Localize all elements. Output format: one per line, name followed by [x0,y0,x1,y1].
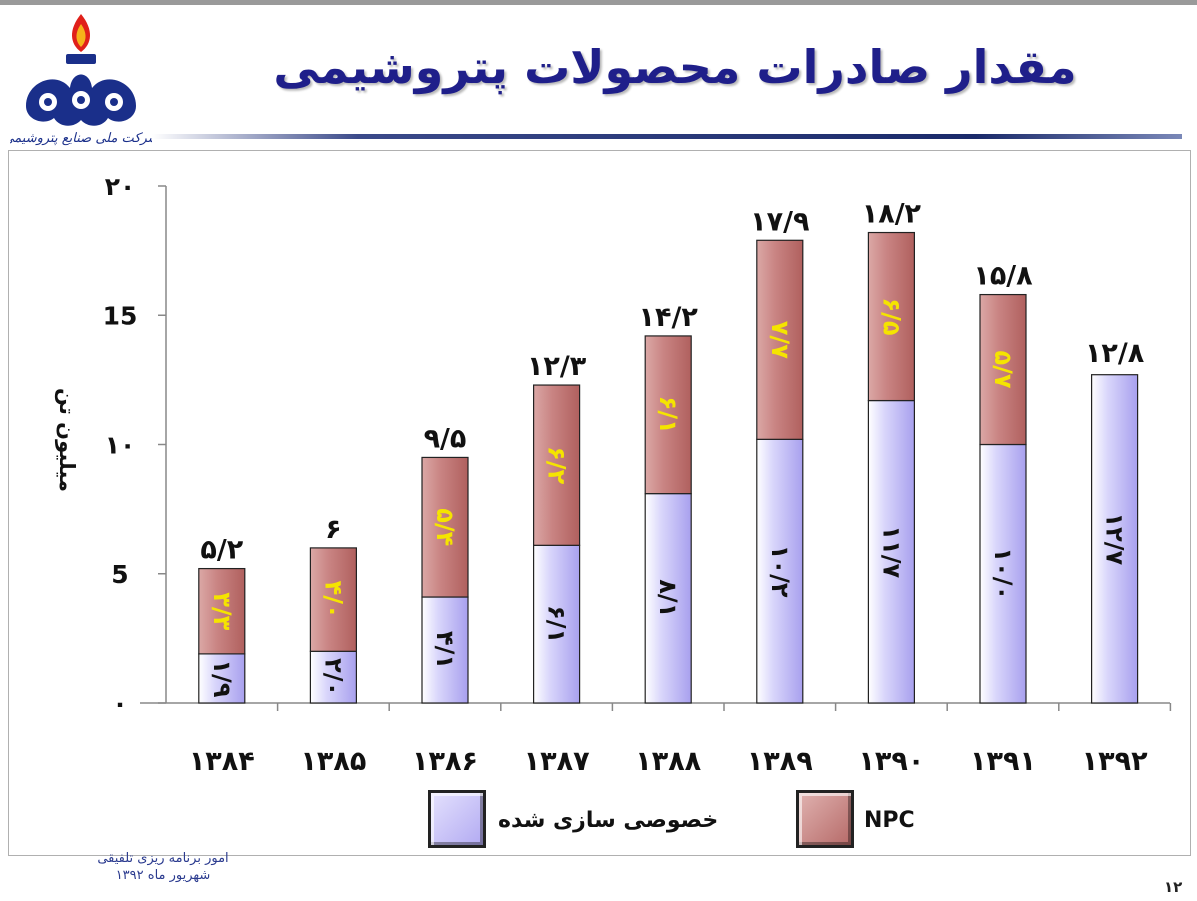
bar-private [867,399,916,704]
page-number: ۱۲ [1164,878,1183,896]
x-tick-label: ۱۳۸۴ [189,746,255,777]
legend-label-private: خصوصی سازی شده [498,808,719,833]
bar-npc-label: ۶/۱ [654,396,682,434]
x-tick-label: ۱۳۹۰ [858,746,924,777]
bar-private-label: ۱۲/۷ [1101,512,1129,565]
bar-total-label: ۱۷/۹ [750,206,809,237]
bar-private [309,650,357,704]
bar-npc-label: ۶/۵ [877,298,905,336]
x-tick-label: ۱۳۸۶ [412,746,478,777]
bar-private [756,438,804,704]
footer-line-2: شهریور ماه ۱۳۹۲ [115,868,211,883]
bars: ۱/۹ ۳/۳ ۵/۲ ۲/۰ ۴/۰ ۶ ۴/۱ ۵/۴ ۹/۵ ۶/۱ ۶/۲ ۱۲/۳ ۸/۱ ۶/… [198,199,1145,704]
top-border [0,0,1197,5]
bar-npc [644,335,692,495]
x-tick-label: ۱۳۸۹ [747,746,813,777]
bar-npc-label: ۵/۴ [431,508,459,546]
bar-total-label: ۶ [325,514,341,545]
bar-total-label: ۱۵/۸ [973,261,1033,292]
y-axis-label: میلیون تن [55,388,79,492]
bar-npc [867,231,916,402]
bar-private-label: ۱۰/۲ [766,545,794,598]
bar-npc [421,456,469,598]
footer-line-1: امور برنامه ریزی تلفیقی [97,851,229,866]
title-underline [152,134,1182,139]
y-tick-label: ۲۰ [105,172,136,201]
bar-private [644,493,692,704]
bar-npc [979,293,1027,446]
bar-npc-label: ۳/۳ [208,592,236,630]
legend-swatch-npc [796,790,854,848]
bar-private-label: ۶/۱ [543,605,571,643]
bar-npc-label: ۵/۷ [989,351,1017,389]
company-logo: شرکت ملی صنایع پتروشیمی [10,14,152,146]
x-tick-label: ۱۳۸۸ [635,746,701,777]
bar-private [198,653,246,704]
bar-private-label: ۱۰/۰ [989,547,1017,600]
bar-total-label: ۱۲/۸ [1085,338,1145,369]
legend-item-npc: NPC [796,790,946,848]
bar-npc-label: ۷/۷ [766,321,794,359]
bar-private-label: ۱/۹ [208,659,236,697]
y-ticks: ۰ 5 ۱۰ 15 ۲۰ [103,172,166,718]
bar-private-label: ۴/۱ [431,631,459,669]
bar-total-label: ۱۸/۲ [862,199,922,230]
chart-frame [8,150,1191,856]
bar-npc [309,547,357,652]
bar-private [1090,374,1139,704]
bar-npc [532,384,581,546]
bar-total-label: ۵/۲ [200,535,243,566]
x-tick-label: ۱۳۹۱ [970,746,1036,777]
x-tick-label: ۱۳۸۷ [524,746,590,777]
y-tick-label: 5 [111,560,128,589]
slide-title: مقدار صادرات محصولات پتروشیمی [273,40,1077,94]
x-ticks: ۱۳۸۴ ۱۳۸۵ ۱۳۸۶ ۱۳۸۷ ۱۳۸۸ ۱۳۸۹ ۱۳۹۰ ۱۳۹۱ ۱۳۹۲ [189,703,1172,777]
legend-label-npc: NPC [864,808,915,833]
bar-private-label: ۸/۱ [654,579,682,617]
bar-private [421,596,469,704]
x-tick-label: ۱۳۸۵ [300,746,366,777]
bar-npc-label: ۶/۲ [543,446,571,484]
bar-private-label: ۲/۰ [319,658,347,696]
logo-caption: شرکت ملی صنایع پتروشیمی [10,131,152,146]
bar-total-label: ۱۲/۳ [527,351,587,382]
y-tick-label: ۰ [112,689,127,718]
y-tick-label: ۱۰ [105,431,136,460]
legend-item-private: خصوصی سازی شده [428,790,718,848]
bar-private-label: ۱۱/۷ [877,525,905,578]
bar-total-label: ۹/۵ [424,423,467,454]
bar-npc [756,239,804,440]
bar-npc-label: ۴/۰ [319,581,347,619]
legend-swatch-private [428,790,486,848]
y-tick-label: 15 [103,301,138,330]
bar-npc [198,567,246,655]
footer-note: امور برنامه ریزی تلفیقی شهریور ماه ۱۳۹۲ [88,850,238,884]
bar-total-label: ۱۴/۲ [639,302,699,333]
x-tick-label: ۱۳۹۲ [1082,746,1148,777]
